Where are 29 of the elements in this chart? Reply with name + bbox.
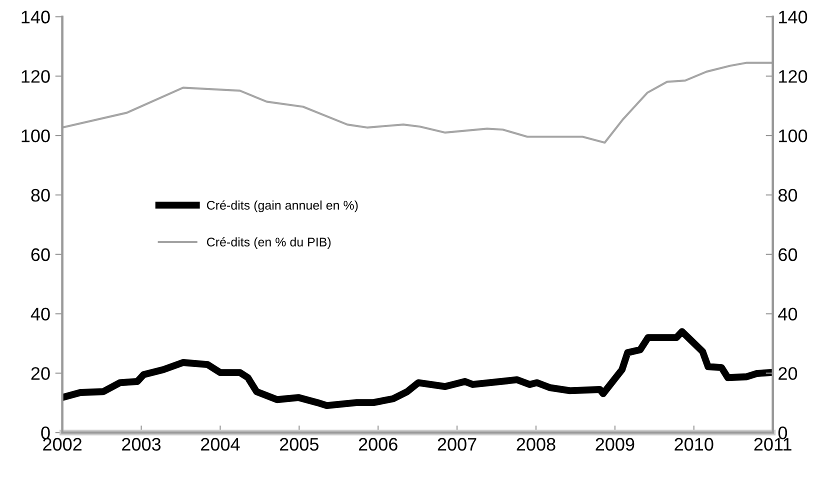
y2-tick-label: 140 xyxy=(779,10,808,24)
x-tick-label: 2010 xyxy=(674,438,714,451)
y2-tick-label: 20 xyxy=(778,367,798,380)
y2-tick-label: 40 xyxy=(778,308,798,320)
y2-tick-label: 60 xyxy=(778,248,798,262)
x-tick-label: 2003 xyxy=(122,438,161,451)
y2-tick-label: 120 xyxy=(779,70,808,83)
x-tick-label: 2005 xyxy=(280,438,318,451)
y2-tick-label: 80 xyxy=(778,188,798,202)
y-tick-label: 20 xyxy=(31,367,50,380)
x-tick-label: 2006 xyxy=(358,438,398,451)
x-tick-label: 2009 xyxy=(596,438,634,451)
y-tick-label: 40 xyxy=(30,308,50,320)
x-tick-label: 2004 xyxy=(201,438,240,451)
x-tick-label: 2002 xyxy=(43,438,82,451)
y2-tick-label: 0 xyxy=(778,426,788,440)
y2-tick-label: 100 xyxy=(779,129,808,142)
y-tick-label: 80 xyxy=(31,188,50,202)
y-tick-label: 0 xyxy=(41,426,50,440)
legend-label: Cré-dits (gain annuel en %) xyxy=(206,200,358,212)
y-tick-label: 120 xyxy=(22,70,50,83)
x-tick-label: 2011 xyxy=(754,438,792,451)
y-tick-label: 60 xyxy=(31,248,50,262)
y-tick-label: 100 xyxy=(22,129,50,142)
x-tick-label: 2008 xyxy=(516,438,556,451)
y-tick-label: 140 xyxy=(22,10,50,24)
legend-label: Cré-dits (en % du PIB) xyxy=(206,237,331,249)
x-tick-label: 2007 xyxy=(438,438,476,451)
line-series xyxy=(62,62,773,144)
